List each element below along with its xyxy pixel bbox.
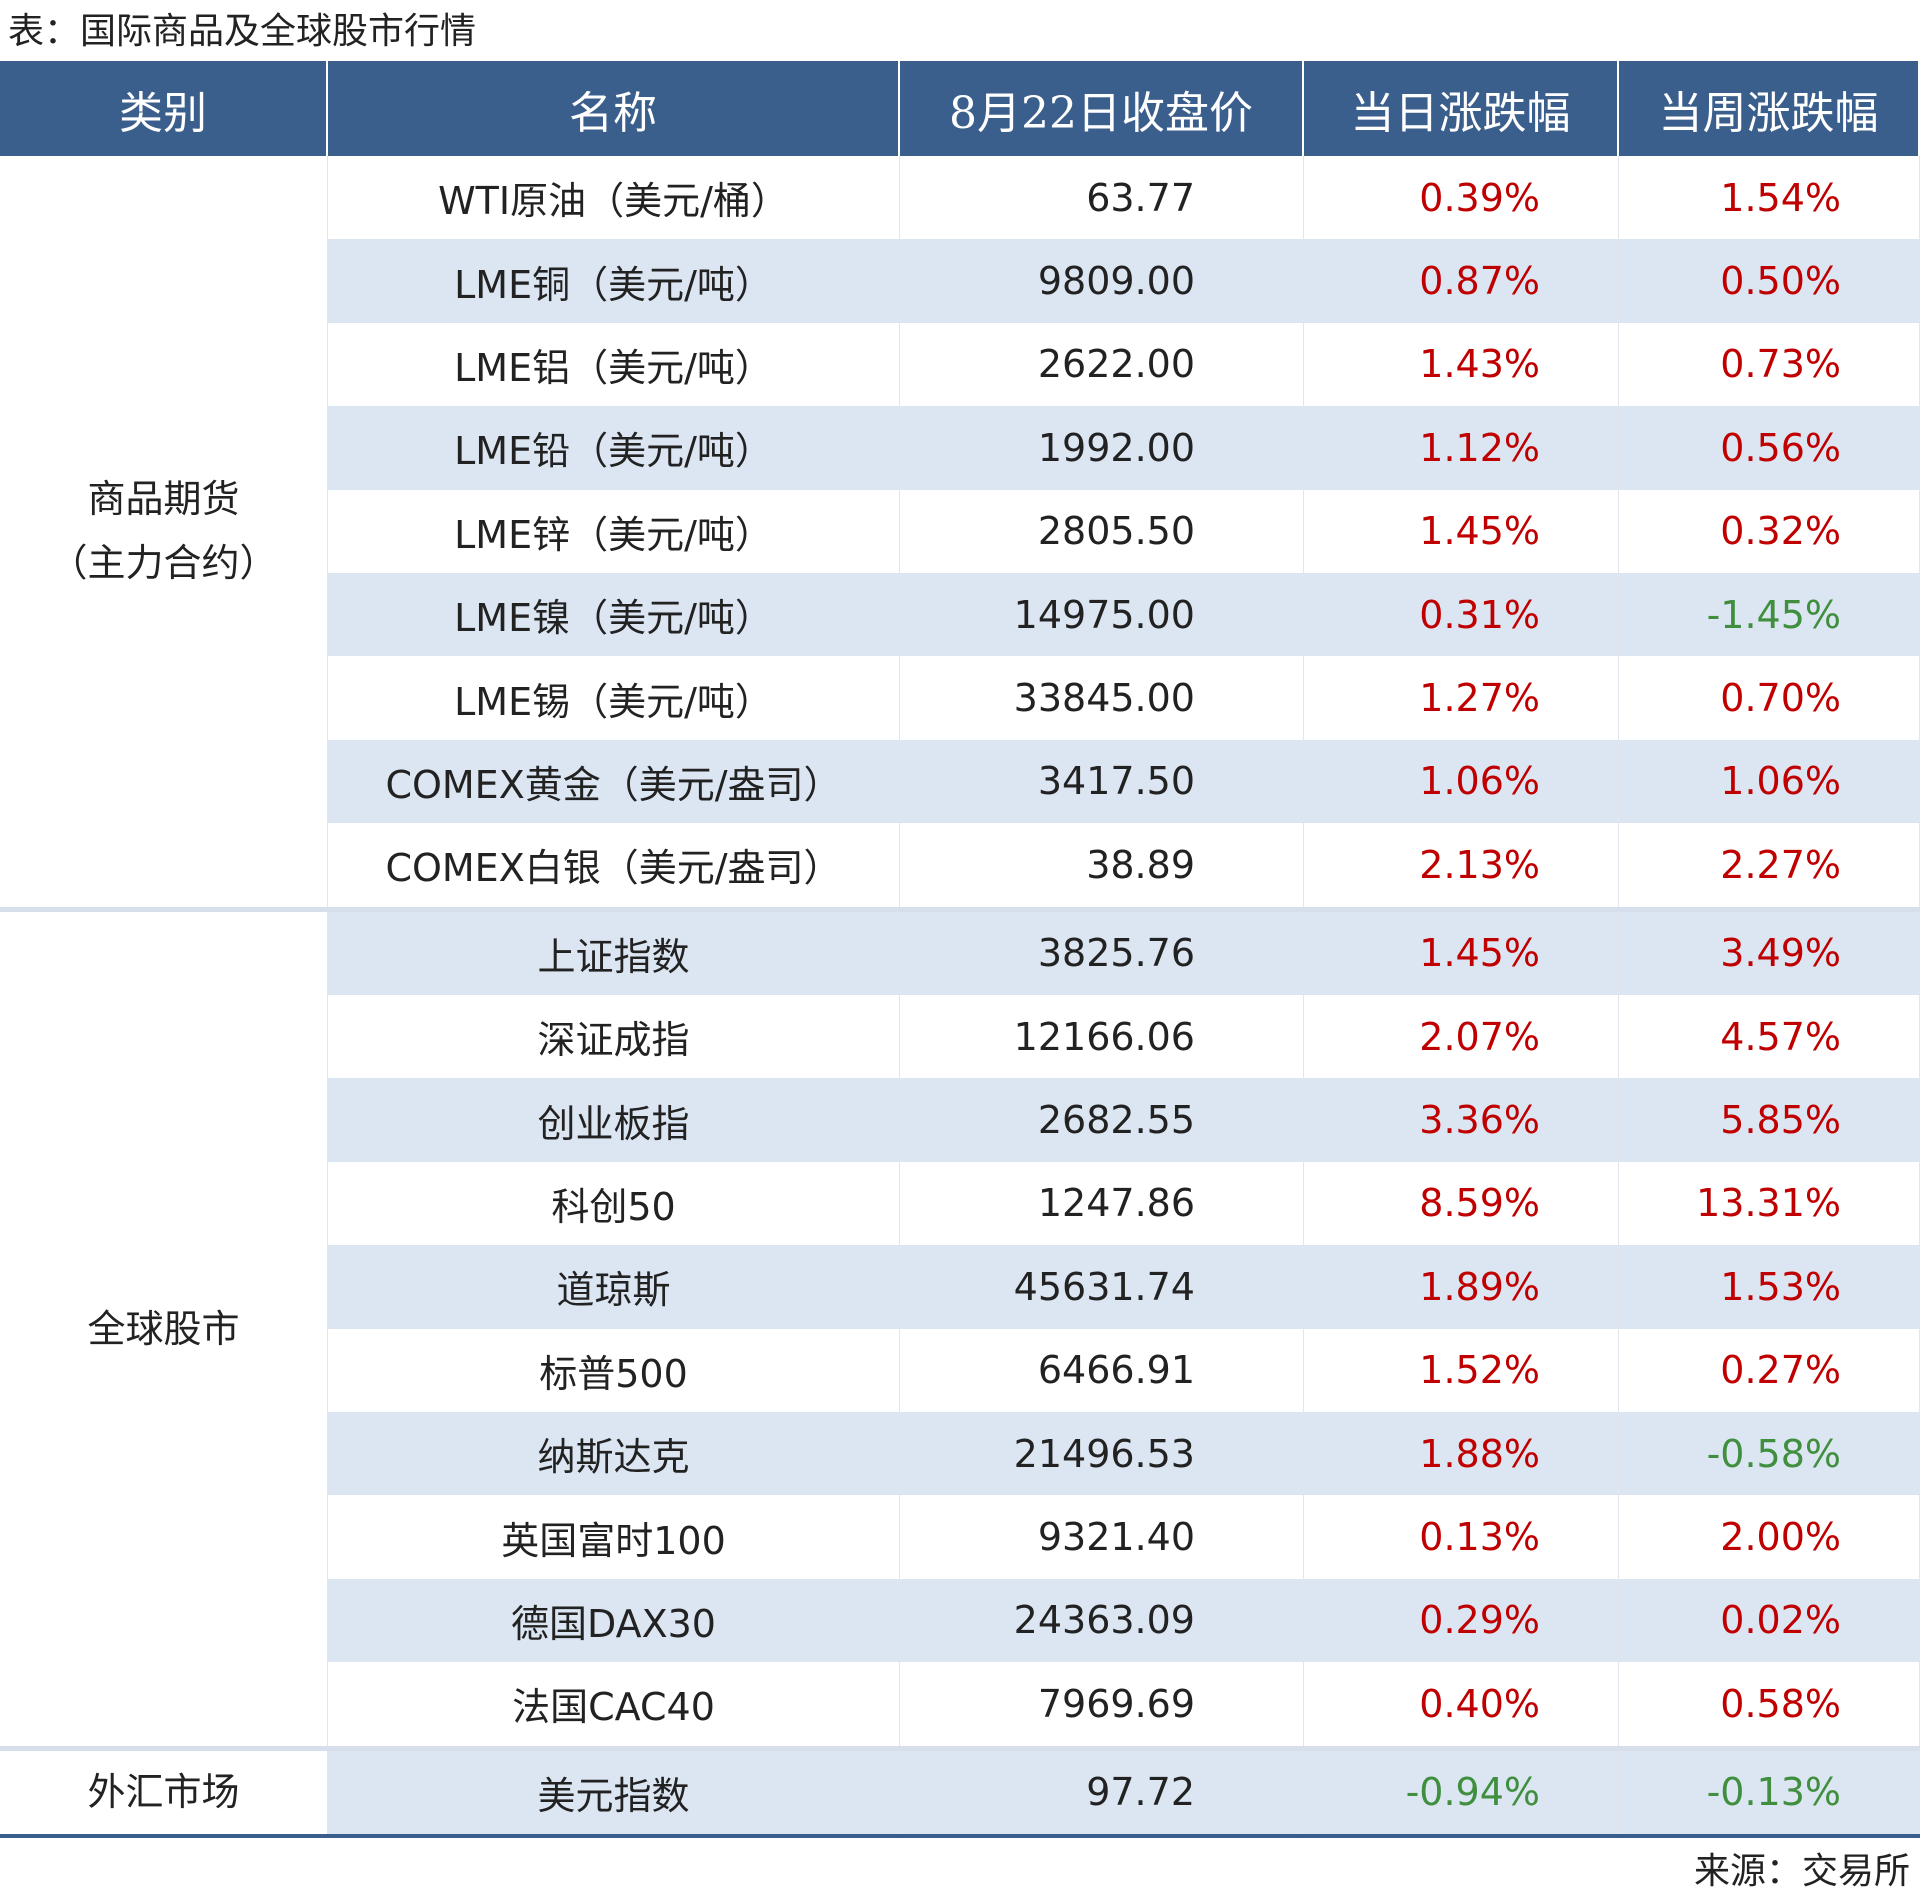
value-cell: 3.36% — [1304, 1078, 1619, 1162]
value-cell: 1992.00 — [900, 406, 1304, 490]
header-cell: 类别 — [0, 61, 328, 156]
value-cell: 3.49% — [1619, 911, 1920, 995]
value-cell: 2682.55 — [900, 1078, 1304, 1162]
value-cell: 0.32% — [1619, 489, 1920, 573]
category-line: 外汇市场 — [87, 1770, 240, 1815]
value-cell: 0.70% — [1619, 656, 1920, 740]
value-cell: 14975.00 — [900, 573, 1304, 657]
table-title: 表：国际商品及全球股市行情 — [8, 11, 477, 52]
value-cell: 24363.09 — [900, 1578, 1304, 1663]
value-cell: 2.27% — [1619, 823, 1920, 907]
value-cell: 6466.91 — [900, 1328, 1304, 1412]
name-cell: LME铅（美元/吨） — [328, 406, 900, 490]
value-cell: 3825.76 — [900, 911, 1304, 995]
value-cell: 1.45% — [1304, 489, 1619, 573]
header-cell: 当周涨跌幅 — [1619, 61, 1920, 156]
value-cell: 0.13% — [1304, 1495, 1619, 1579]
value-cell: -0.94% — [1304, 1750, 1619, 1834]
name-cell: 科创50 — [328, 1161, 900, 1246]
name-cell: 英国富时100 — [328, 1495, 900, 1579]
name-cell: 纳斯达克 — [328, 1412, 900, 1496]
value-cell: 2622.00 — [900, 322, 1304, 407]
value-cell: 38.89 — [900, 823, 1304, 907]
value-cell: 5.85% — [1619, 1078, 1920, 1162]
value-cell: 0.73% — [1619, 322, 1920, 407]
value-cell: 2.00% — [1619, 1495, 1920, 1579]
name-cell: WTI原油（美元/桶） — [328, 156, 900, 240]
category-line: 全球股市 — [87, 1306, 240, 1351]
name-cell: LME锌（美元/吨） — [328, 489, 900, 573]
value-cell: 1.53% — [1619, 1245, 1920, 1329]
value-cell: 45631.74 — [900, 1245, 1304, 1329]
value-cell: 0.50% — [1619, 239, 1920, 323]
value-cell: 4.57% — [1619, 995, 1920, 1079]
group-divider — [0, 906, 1920, 912]
name-cell: COMEX白银（美元/盎司） — [328, 823, 900, 907]
value-cell: -0.13% — [1619, 1750, 1920, 1834]
value-cell: 0.29% — [1304, 1578, 1619, 1663]
name-cell: 德国DAX30 — [328, 1578, 900, 1663]
value-cell: 33845.00 — [900, 656, 1304, 740]
name-cell: 道琼斯 — [328, 1245, 900, 1329]
value-cell: -0.58% — [1619, 1412, 1920, 1496]
category-line: （主力合约） — [49, 541, 278, 586]
value-cell: 0.40% — [1304, 1662, 1619, 1746]
value-cell: 0.31% — [1304, 573, 1619, 657]
value-cell: 2805.50 — [900, 489, 1304, 573]
value-cell: 1.89% — [1304, 1245, 1619, 1329]
value-cell: 9321.40 — [900, 1495, 1304, 1579]
value-cell: 12166.06 — [900, 995, 1304, 1079]
value-cell: 0.58% — [1619, 1662, 1920, 1746]
value-cell: 1.27% — [1304, 656, 1619, 740]
value-cell: 63.77 — [900, 156, 1304, 240]
category-cell: 商品期货 （主力合约） — [0, 156, 328, 907]
name-cell: LME铝（美元/吨） — [328, 322, 900, 407]
name-cell: 法国CAC40 — [328, 1662, 900, 1746]
name-cell: COMEX黄金（美元/盎司） — [328, 739, 900, 824]
value-cell: 1.52% — [1304, 1328, 1619, 1412]
value-cell: 2.07% — [1304, 995, 1619, 1079]
name-cell: 深证成指 — [328, 995, 900, 1079]
value-cell: 7969.69 — [900, 1662, 1304, 1746]
value-cell: 1.45% — [1304, 911, 1619, 995]
value-cell: 0.87% — [1304, 239, 1619, 323]
bottom-rule — [0, 1834, 1920, 1838]
name-cell: LME铜（美元/吨） — [328, 239, 900, 323]
value-cell: 3417.50 — [900, 739, 1304, 824]
value-cell: 0.56% — [1619, 406, 1920, 490]
name-cell: LME镍（美元/吨） — [328, 573, 900, 657]
header-cell: 8月22日收盘价 — [900, 61, 1304, 156]
value-cell: 2.13% — [1304, 823, 1619, 907]
category-cell: 外汇市场 — [0, 1750, 328, 1834]
value-cell: 1.06% — [1619, 739, 1920, 824]
value-cell: 1.88% — [1304, 1412, 1619, 1496]
category-line: 商品期货 — [87, 477, 240, 522]
value-cell: 1.54% — [1619, 156, 1920, 240]
header-cell: 名称 — [328, 61, 900, 156]
value-cell: 9809.00 — [900, 239, 1304, 323]
value-cell: 1.12% — [1304, 406, 1619, 490]
value-cell: 1.43% — [1304, 322, 1619, 407]
value-cell: 21496.53 — [900, 1412, 1304, 1496]
category-cell: 全球股市 — [0, 911, 328, 1746]
value-cell: 13.31% — [1619, 1161, 1920, 1246]
source-note: 来源：交易所 — [1693, 1851, 1910, 1892]
value-cell: 0.39% — [1304, 156, 1619, 240]
name-cell: 创业板指 — [328, 1078, 900, 1162]
value-cell: 0.27% — [1619, 1328, 1920, 1412]
value-cell: 1247.86 — [900, 1161, 1304, 1246]
value-cell: 0.02% — [1619, 1578, 1920, 1663]
name-cell: 标普500 — [328, 1328, 900, 1412]
value-cell: 97.72 — [900, 1750, 1304, 1834]
name-cell: 美元指数 — [328, 1750, 900, 1834]
name-cell: LME锡（美元/吨） — [328, 656, 900, 740]
value-cell: -1.45% — [1619, 573, 1920, 657]
value-cell: 8.59% — [1304, 1161, 1619, 1246]
value-cell: 1.06% — [1304, 739, 1619, 824]
header-cell: 当日涨跌幅 — [1304, 61, 1619, 156]
name-cell: 上证指数 — [328, 911, 900, 995]
group-divider — [0, 1745, 1920, 1751]
